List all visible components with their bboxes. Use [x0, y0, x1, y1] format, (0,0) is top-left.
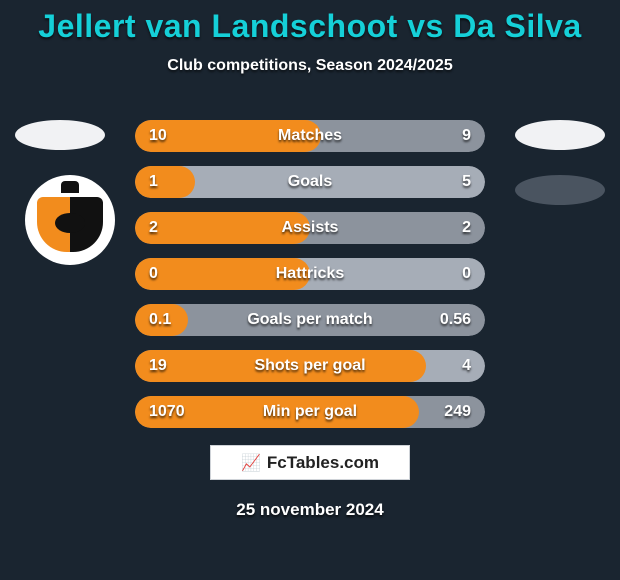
- stat-bars: 109Matches 15Goals 22Assists 00Hattricks 0.1…: [135, 120, 485, 442]
- stat-row-hattricks: 00Hattricks: [135, 258, 485, 290]
- stat-row-matches: 109Matches: [135, 120, 485, 152]
- crest-bird: [55, 213, 85, 233]
- club-crest: [25, 175, 115, 265]
- stat-label: Matches: [135, 120, 485, 152]
- page-title: Jellert van Landschoot vs Da Silva: [0, 0, 620, 45]
- stat-row-goals: 15Goals: [135, 166, 485, 198]
- stat-row-assists: 22Assists: [135, 212, 485, 244]
- oval-player-right-2: [515, 175, 605, 205]
- stat-row-goals-per-match: 0.10.56Goals per match: [135, 304, 485, 336]
- oval-player-right-1: [515, 120, 605, 150]
- stat-label: Shots per goal: [135, 350, 485, 382]
- stat-row-min-per-goal: 1070249Min per goal: [135, 396, 485, 428]
- brand-text: FcTables.com: [267, 453, 379, 473]
- stat-label: Assists: [135, 212, 485, 244]
- stat-label: Goals per match: [135, 304, 485, 336]
- crest-crown: [61, 181, 79, 193]
- stat-row-shots-per-goal: 194Shots per goal: [135, 350, 485, 382]
- oval-player-left-1: [15, 120, 105, 150]
- subtitle: Club competitions, Season 2024/2025: [0, 57, 620, 75]
- brand-logo: 📈 FcTables.com: [210, 445, 410, 480]
- stat-label: Goals: [135, 166, 485, 198]
- stat-label: Min per goal: [135, 396, 485, 428]
- date-stamp: 25 november 2024: [0, 500, 620, 520]
- stat-label: Hattricks: [135, 258, 485, 290]
- chart-icon: 📈: [241, 453, 261, 473]
